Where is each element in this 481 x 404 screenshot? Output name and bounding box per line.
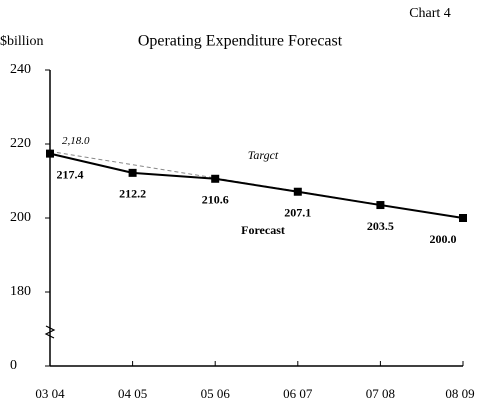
series-label: Targct — [248, 148, 279, 162]
x-tick-label: 08 09 — [445, 386, 474, 401]
point-marker — [128, 168, 137, 177]
point-marker — [459, 214, 467, 222]
point-marker — [211, 174, 220, 183]
x-tick-label: 06 07 — [283, 386, 313, 401]
x-tick-label: 03 04 — [35, 386, 65, 401]
value-label: 210.6 — [202, 193, 229, 207]
point-marker — [376, 201, 385, 210]
x-tick-label: 04 05 — [118, 386, 147, 401]
chart-label: Chart 4 — [409, 6, 451, 21]
axis-break — [44, 325, 56, 339]
x-tick-label: 05 06 — [201, 386, 231, 401]
value-label: 200.0 — [430, 232, 457, 246]
y-tick-label: 0 — [10, 358, 17, 373]
y-tick-label: 220 — [10, 136, 31, 151]
point-marker — [46, 149, 54, 158]
y-unit: $billion — [0, 34, 44, 49]
y-tick-label: 180 — [10, 284, 31, 299]
series-line — [49, 152, 464, 219]
y-tick-label: 200 — [10, 210, 31, 225]
value-label: 203.5 — [367, 219, 394, 233]
chart-title: Operating Expenditure Forecast — [138, 33, 343, 50]
series-label: Forecast — [241, 223, 285, 237]
value-label: 2,18.0 — [62, 135, 90, 147]
value-label: 212.2 — [119, 187, 146, 201]
point-marker — [293, 187, 302, 196]
value-label: 207.1 — [284, 205, 311, 219]
x-tick-label: 07 08 — [366, 386, 395, 401]
value-label: 217.4 — [57, 167, 84, 181]
y-tick-label: 240 — [10, 62, 31, 77]
